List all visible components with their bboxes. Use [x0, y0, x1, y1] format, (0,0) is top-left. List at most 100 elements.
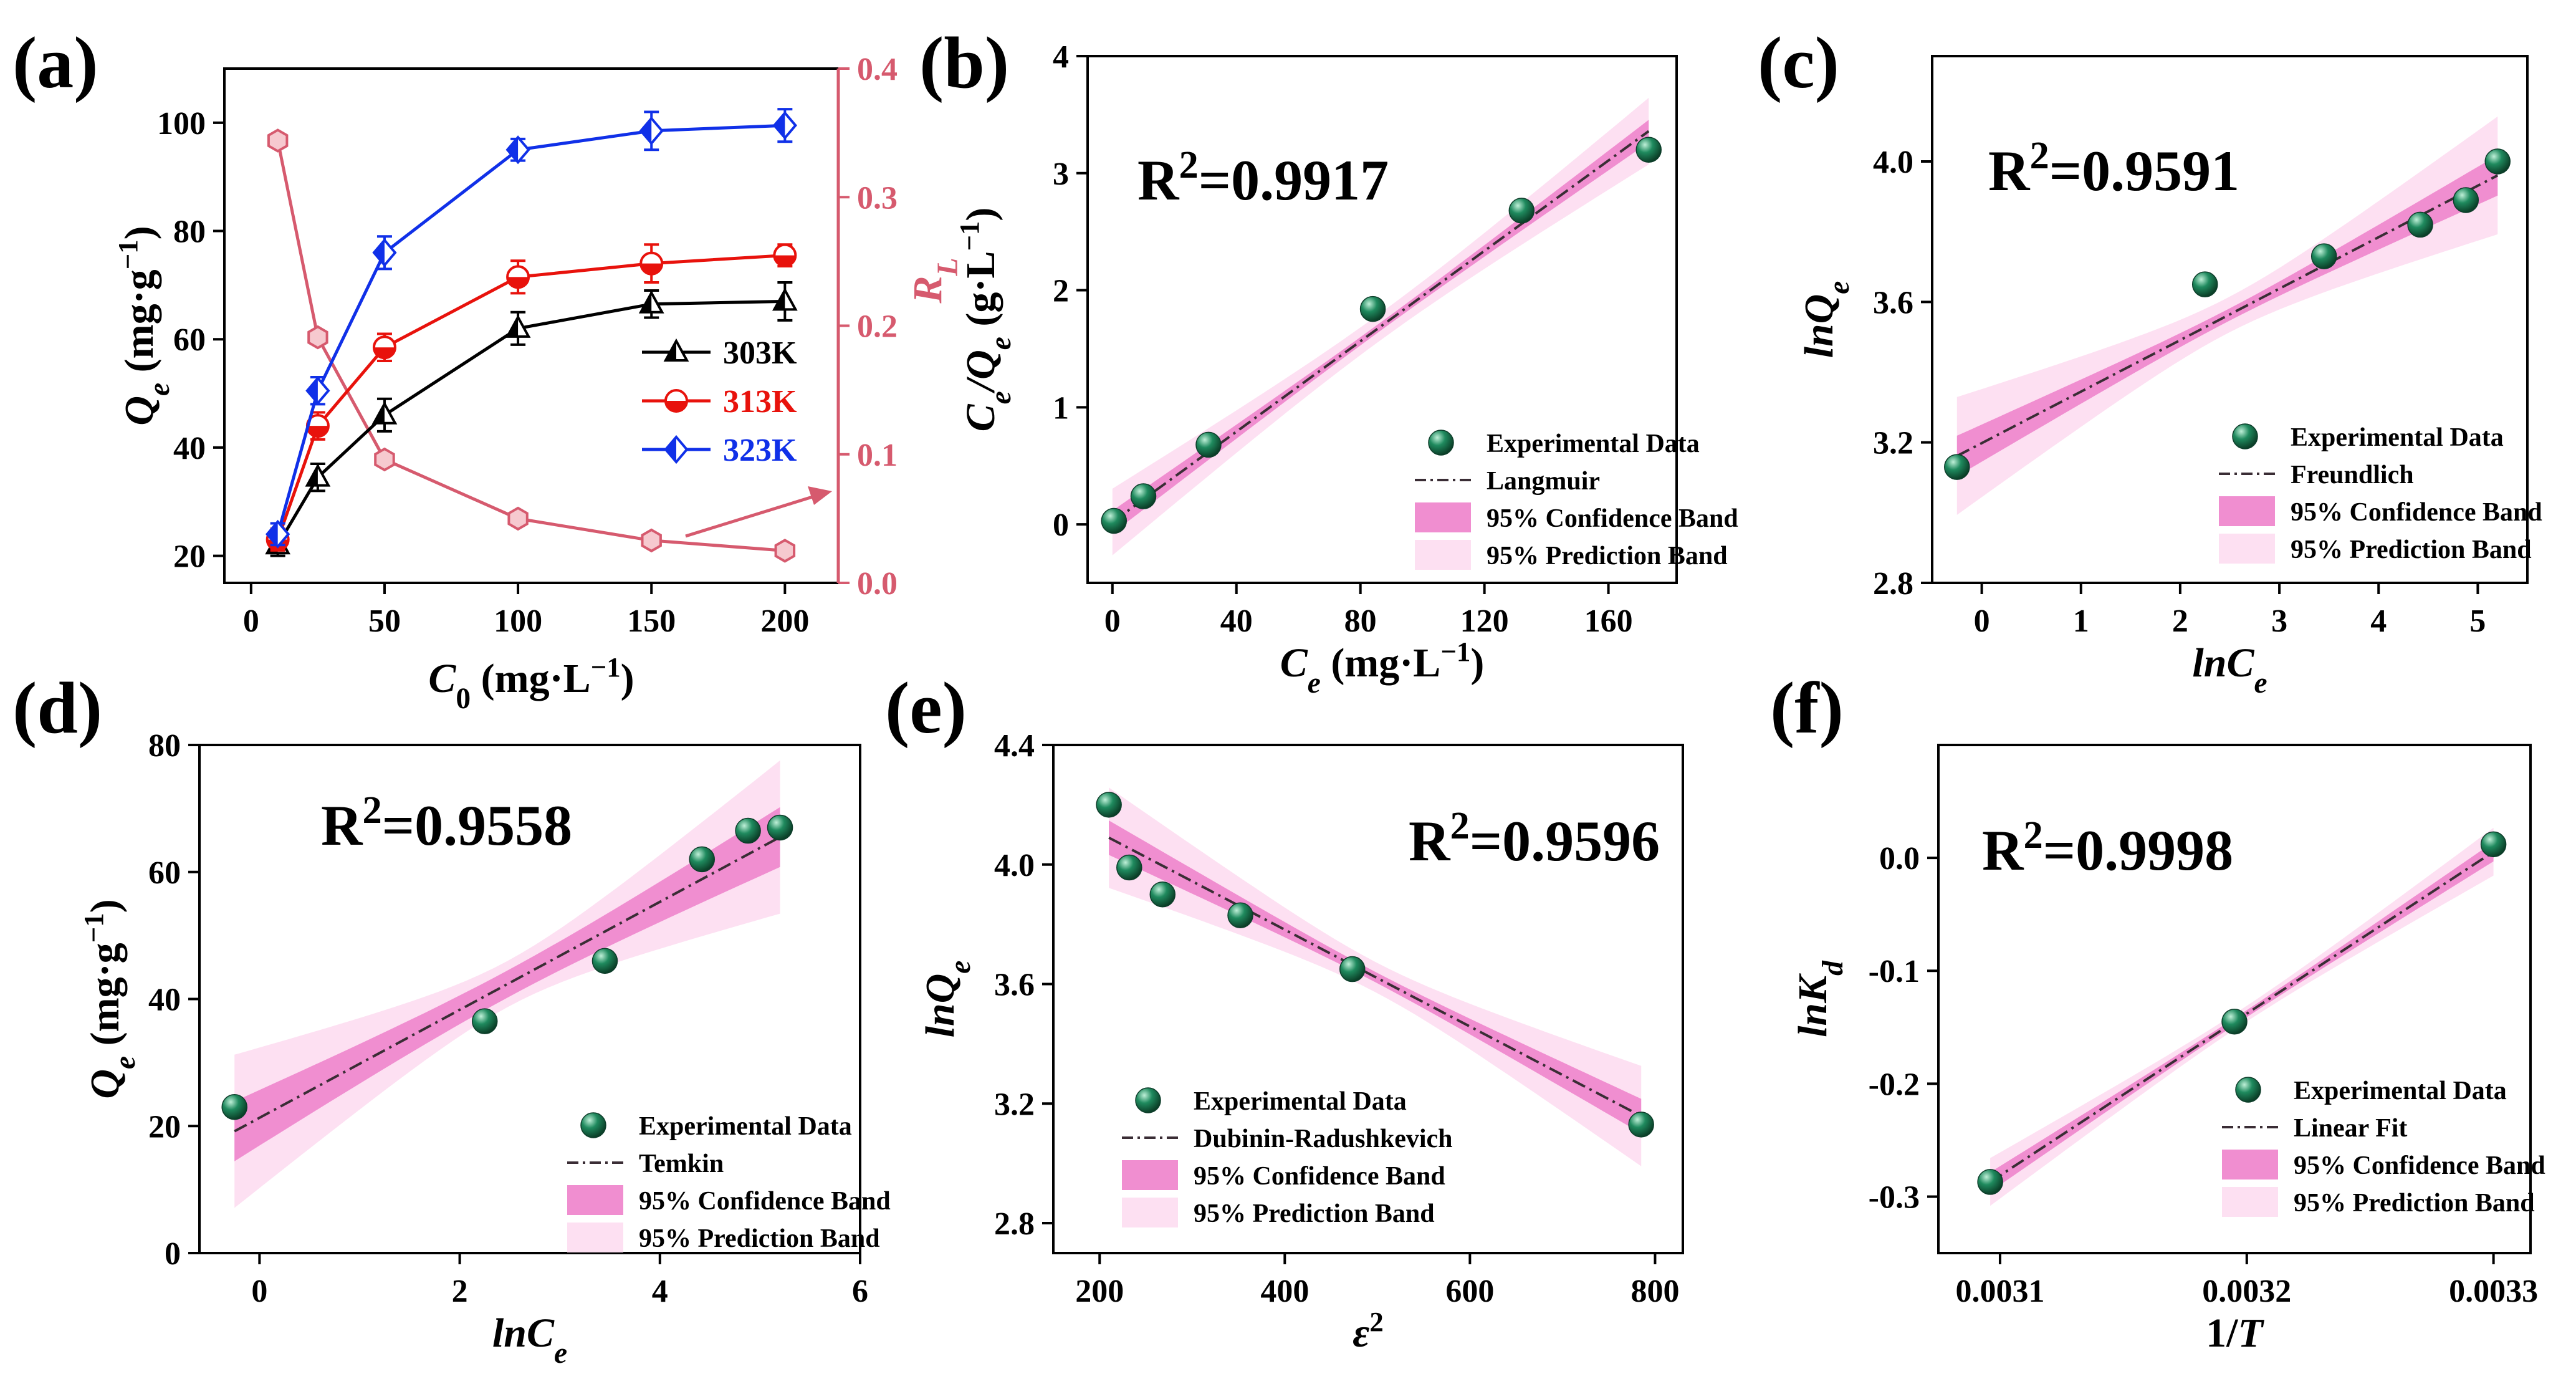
- x-tick-label: 200: [760, 603, 809, 639]
- y-axis-label: lnKd: [1790, 960, 1849, 1037]
- x-tick-label: 0.0032: [2202, 1274, 2291, 1309]
- data-point: [2221, 1008, 2248, 1035]
- legend-marker-half: [666, 437, 676, 462]
- y-axis-label: lnQe: [1796, 281, 1855, 358]
- r2-annotation-part: R: [1982, 819, 2024, 882]
- x-axis-label-part: −1: [1440, 636, 1470, 667]
- legend-swatch-prediction: [2222, 1187, 2278, 1217]
- x-axis-label-part: e: [2254, 667, 2267, 699]
- r2-annotation: R2=0.9596: [1409, 804, 1660, 873]
- marker-303K-half: [507, 317, 519, 337]
- x-tick-label: 1: [2073, 603, 2089, 639]
- rl-marker: [374, 447, 395, 472]
- x-axis-label-part: (mg·L: [471, 656, 591, 701]
- r2-annotation: R2=0.9917: [1137, 143, 1389, 212]
- data-point: [1116, 854, 1142, 881]
- x-axis-label-part: T: [2238, 1310, 2265, 1356]
- x-tick-label: 800: [1630, 1274, 1679, 1309]
- x-axis-label-part: 2: [1369, 1306, 1383, 1337]
- marker-303K-half: [641, 292, 652, 312]
- data-point: [767, 814, 793, 841]
- legend-label: 95% Confidence Band: [1487, 504, 1738, 533]
- y-axis-label: lnQe: [917, 961, 977, 1038]
- y-axis-label-part: e: [985, 337, 1017, 350]
- x-tick-label: 120: [1460, 603, 1509, 639]
- y2-axis-label: RL: [905, 257, 964, 304]
- y-tick-label: 3: [1053, 156, 1069, 192]
- legend-label: 95% Prediction Band: [1487, 542, 1728, 570]
- legend-label: 95% Prediction Band: [1194, 1199, 1435, 1228]
- legend-label: 303K: [723, 335, 797, 371]
- r2-annotation-part: =0.9917: [1199, 148, 1389, 212]
- x-tick-label: 50: [368, 603, 401, 639]
- x-tick-label: 6: [852, 1274, 868, 1309]
- legend-swatch-confidence: [1122, 1160, 1178, 1190]
- marker-313K-half: [307, 426, 328, 437]
- data-point: [1944, 454, 1970, 480]
- r2-annotation-part: 2: [2029, 133, 2049, 177]
- x-tick-label: 2: [2172, 603, 2188, 639]
- x-tick-label: 0: [1974, 603, 1990, 639]
- y-tick-label: 20: [173, 539, 206, 575]
- legend-swatch-prediction: [2219, 534, 2275, 564]
- data-point: [1977, 1169, 2003, 1195]
- marker-303K-half: [307, 466, 318, 486]
- r2-annotation-part: =0.9591: [2049, 139, 2239, 203]
- data-point: [1149, 881, 1176, 908]
- y-tick-label: 4: [1053, 39, 1069, 75]
- x-tick-label: 40: [1220, 603, 1253, 639]
- marker-323K-half: [307, 378, 318, 403]
- legend-swatch-prediction: [567, 1223, 623, 1252]
- x-tick-label: 0: [243, 603, 259, 639]
- x-tick-label: 3: [2271, 603, 2287, 639]
- x-tick-label: 400: [1260, 1274, 1309, 1309]
- legend-marker-half: [666, 401, 687, 411]
- y-axis-label-part: ): [958, 208, 1003, 221]
- y-tick-label: -0.1: [1869, 954, 1920, 989]
- x-axis-label-part: 0: [456, 683, 471, 715]
- r2-annotation-part: 2: [2023, 813, 2042, 857]
- y-axis-label-part: e: [985, 391, 1017, 404]
- data-point: [1101, 507, 1128, 534]
- legend-marker-half: [666, 341, 676, 360]
- y-axis-label-part: (mg·g: [82, 943, 128, 1055]
- series-line-303K: [276, 299, 785, 546]
- x-axis-label-part: e: [554, 1337, 567, 1370]
- x-axis-label-part: (mg·L: [1321, 640, 1441, 686]
- r2-annotation-part: =0.9558: [382, 794, 572, 857]
- marker-323K-half: [774, 113, 785, 138]
- panel-tag: (b): [919, 22, 1009, 103]
- y-axis-label-part: Q: [117, 396, 162, 426]
- r2-annotation: R2=0.9998: [1982, 813, 2233, 882]
- r2-annotation-part: R: [1409, 809, 1451, 873]
- panel-tag: (f): [1770, 667, 1844, 749]
- r2-annotation: R2=0.9558: [321, 788, 572, 857]
- r2-annotation-part: 2: [362, 788, 381, 832]
- x-axis-label-part: ): [621, 656, 634, 701]
- y-tick-label: 2.8: [994, 1206, 1035, 1242]
- x-tick-label: 4: [652, 1274, 668, 1309]
- y-tick-label: 4.0: [1873, 145, 1913, 180]
- data-point: [1096, 792, 1122, 818]
- y-axis-label-part: (mg·g: [117, 269, 162, 382]
- rl-marker: [267, 128, 289, 153]
- marker-313K-half: [373, 347, 395, 358]
- panel-tag: (d): [12, 667, 102, 749]
- legend-label: Experimental Data: [1194, 1087, 1407, 1116]
- legend-marker: [1428, 430, 1454, 456]
- y2-axis-label-part: L: [932, 257, 964, 276]
- confidence-band: [234, 807, 780, 1161]
- r2-annotation-part: 2: [1179, 143, 1198, 186]
- y-axis-label-part: e: [1823, 281, 1855, 294]
- y-axis-label-part: (g·L: [958, 251, 1003, 337]
- legend-label: 95% Confidence Band: [1194, 1162, 1445, 1191]
- data-point: [2310, 243, 2337, 269]
- marker-323K-half: [507, 137, 519, 163]
- y-tick-label: 40: [173, 431, 206, 466]
- plot-frame: [1086, 55, 1678, 584]
- y-axis-label-part: −1: [78, 913, 109, 943]
- y-axis-label-part: e: [143, 383, 176, 396]
- marker-313K-half: [641, 263, 663, 274]
- y2-axis-label-part: R: [905, 276, 950, 304]
- fit-line: [1956, 174, 2499, 458]
